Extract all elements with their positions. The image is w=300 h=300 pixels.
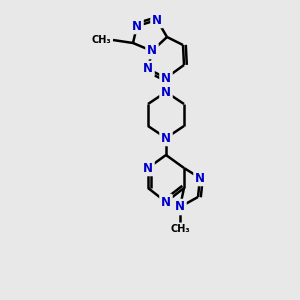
Text: N: N <box>152 14 162 26</box>
Text: CH₃: CH₃ <box>170 224 190 234</box>
Text: N: N <box>161 85 171 98</box>
Text: N: N <box>195 172 205 184</box>
Text: N: N <box>161 131 171 145</box>
Text: N: N <box>147 44 157 58</box>
Text: N: N <box>132 20 142 32</box>
Text: N: N <box>161 71 171 85</box>
Text: N: N <box>175 200 185 214</box>
Text: N: N <box>143 62 153 76</box>
Text: N: N <box>161 196 171 208</box>
Text: N: N <box>143 161 153 175</box>
Text: CH₃: CH₃ <box>92 35 111 45</box>
